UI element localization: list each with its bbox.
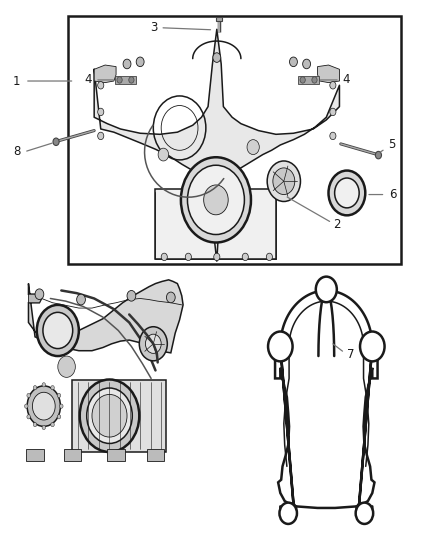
Circle shape [268,332,293,361]
Text: 6: 6 [389,188,396,201]
Text: 4: 4 [342,74,350,86]
Bar [107,449,125,461]
Circle shape [87,388,132,443]
Polygon shape [318,65,339,83]
Circle shape [330,82,336,89]
Circle shape [123,59,131,69]
Circle shape [247,140,259,155]
Circle shape [51,423,54,427]
Text: 1: 1 [13,75,21,87]
Circle shape [273,168,295,195]
Bar [72,380,166,452]
Text: 8: 8 [13,146,20,158]
Circle shape [204,185,228,215]
Polygon shape [28,284,42,303]
Circle shape [33,385,37,390]
Circle shape [80,379,139,452]
Circle shape [57,415,61,419]
Circle shape [27,415,30,419]
Circle shape [187,165,244,235]
Circle shape [27,393,30,398]
Circle shape [145,334,161,353]
Circle shape [213,53,221,62]
Circle shape [279,503,297,524]
Circle shape [316,277,337,302]
Circle shape [267,161,300,201]
Circle shape [92,394,127,437]
Circle shape [303,59,311,69]
Circle shape [51,385,54,390]
Circle shape [360,332,385,361]
Circle shape [33,423,37,427]
Circle shape [330,108,336,116]
Circle shape [242,253,248,261]
Circle shape [214,253,220,261]
Circle shape [98,108,104,116]
Polygon shape [94,65,116,83]
Circle shape [25,404,28,408]
Circle shape [43,312,73,349]
Circle shape [330,132,336,140]
Circle shape [98,132,104,140]
Text: 3: 3 [151,21,158,34]
Circle shape [58,356,75,377]
Circle shape [166,292,175,303]
Polygon shape [275,290,378,508]
Polygon shape [28,280,183,353]
Bar [115,76,136,84]
Circle shape [57,393,61,398]
Circle shape [32,392,55,420]
Circle shape [117,77,122,83]
Text: 5: 5 [389,139,396,151]
Circle shape [27,386,60,426]
Bar [147,449,164,461]
Circle shape [356,503,373,524]
Circle shape [375,151,381,159]
Circle shape [335,178,359,208]
Circle shape [181,157,251,243]
Circle shape [312,77,317,83]
Circle shape [290,57,297,67]
Circle shape [136,57,144,67]
Polygon shape [94,29,339,261]
Circle shape [300,77,305,83]
Circle shape [98,82,104,89]
Circle shape [42,425,46,430]
Circle shape [139,327,167,361]
Circle shape [35,289,44,300]
Circle shape [185,253,191,261]
Circle shape [328,171,365,215]
Circle shape [129,77,134,83]
Bar [298,76,319,84]
Circle shape [158,148,169,161]
Circle shape [37,305,79,356]
Text: 4: 4 [85,74,92,86]
Circle shape [77,294,85,305]
Bar [68,16,401,264]
Circle shape [127,290,136,301]
Text: 7: 7 [346,348,354,361]
Text: 2: 2 [333,219,341,231]
Circle shape [60,404,63,408]
Bar [216,17,222,21]
Circle shape [266,253,272,261]
Circle shape [53,138,59,146]
Bar [155,189,276,259]
Circle shape [161,253,167,261]
Bar [64,449,81,461]
Circle shape [42,383,46,387]
Bar [26,449,44,461]
